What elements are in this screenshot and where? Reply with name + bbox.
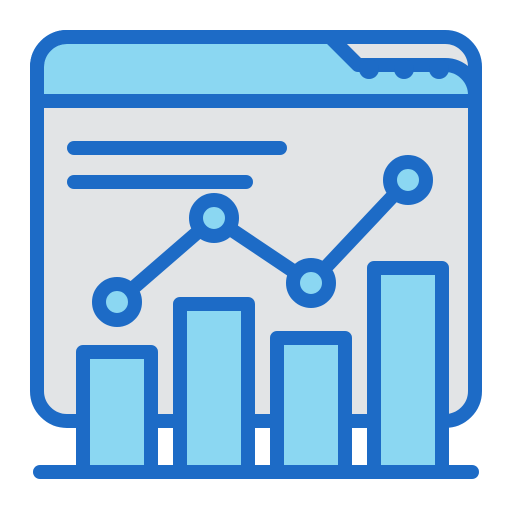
chart-bar <box>277 338 345 472</box>
line-series-marker <box>196 200 232 236</box>
window-control-dot <box>394 59 414 79</box>
window-controls <box>359 59 449 79</box>
line-series-marker <box>293 265 329 301</box>
window-control-dot <box>429 59 449 79</box>
analytics-dashboard-icon <box>0 0 512 512</box>
line-series-marker <box>99 284 135 320</box>
chart-bar <box>83 352 151 472</box>
window-control-dot <box>359 59 379 79</box>
chart-bar <box>180 304 248 472</box>
line-series-marker <box>390 162 426 198</box>
chart-bar <box>374 268 442 472</box>
